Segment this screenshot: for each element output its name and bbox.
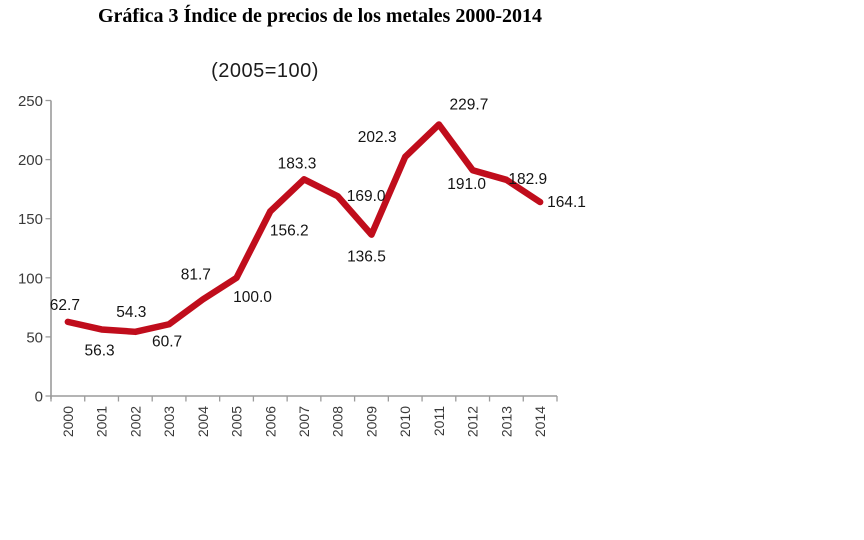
- data-point-label: 169.0: [347, 188, 386, 205]
- data-point-label: 202.3: [358, 129, 397, 146]
- data-point-label: 54.3: [116, 304, 146, 321]
- data-point-label: 156.2: [270, 222, 309, 239]
- y-axis-tick-label: 200: [18, 152, 43, 169]
- data-point-label: 56.3: [85, 342, 115, 359]
- data-point-label: 183.3: [278, 155, 317, 172]
- data-point-label: 60.7: [152, 333, 182, 350]
- x-axis-tick-label: 2001: [94, 406, 110, 437]
- x-axis-tick-label: 2004: [195, 406, 211, 437]
- x-axis-tick-label: 2000: [60, 406, 76, 437]
- y-axis-tick-label: 250: [18, 93, 43, 110]
- x-axis-tick-label: 2010: [397, 406, 413, 437]
- data-point-label: 229.7: [450, 96, 489, 113]
- x-axis-tick-label: 2005: [229, 406, 245, 437]
- data-point-label: 164.1: [547, 194, 586, 211]
- data-point-label: 62.7: [50, 297, 80, 314]
- data-point-label: 136.5: [347, 249, 386, 266]
- y-axis-tick-label: 0: [35, 389, 43, 406]
- series-line: [64, 121, 544, 336]
- y-axis-tick-label: 100: [18, 270, 43, 287]
- x-axis-tick-label: 2002: [127, 406, 143, 437]
- data-point-label: 100.0: [233, 289, 272, 306]
- x-axis-tick-label: 2006: [262, 406, 278, 437]
- x-axis-tick-label: 2007: [296, 406, 312, 437]
- data-point-label: 191.0: [447, 176, 486, 193]
- chart-title: Gráfica 3 Índice de precios de los metal…: [97, 5, 542, 27]
- data-point-label: 182.9: [508, 171, 547, 188]
- x-axis-tick-label: 2003: [161, 406, 177, 437]
- x-axis-tick-label: 2011: [431, 406, 447, 436]
- x-axis-tick-label: 2013: [498, 406, 514, 437]
- data-point-label: 81.7: [181, 266, 211, 283]
- chart-subtitle: (2005=100): [211, 60, 319, 82]
- x-axis-tick-label: 2014: [532, 406, 548, 437]
- y-axis-tick-label: 150: [18, 211, 43, 228]
- x-axis-tick-label: 2012: [465, 406, 481, 437]
- y-axis-tick-label: 50: [26, 329, 43, 346]
- x-axis-tick-label: 2008: [330, 406, 346, 437]
- x-axis-tick-label: 2009: [363, 406, 379, 437]
